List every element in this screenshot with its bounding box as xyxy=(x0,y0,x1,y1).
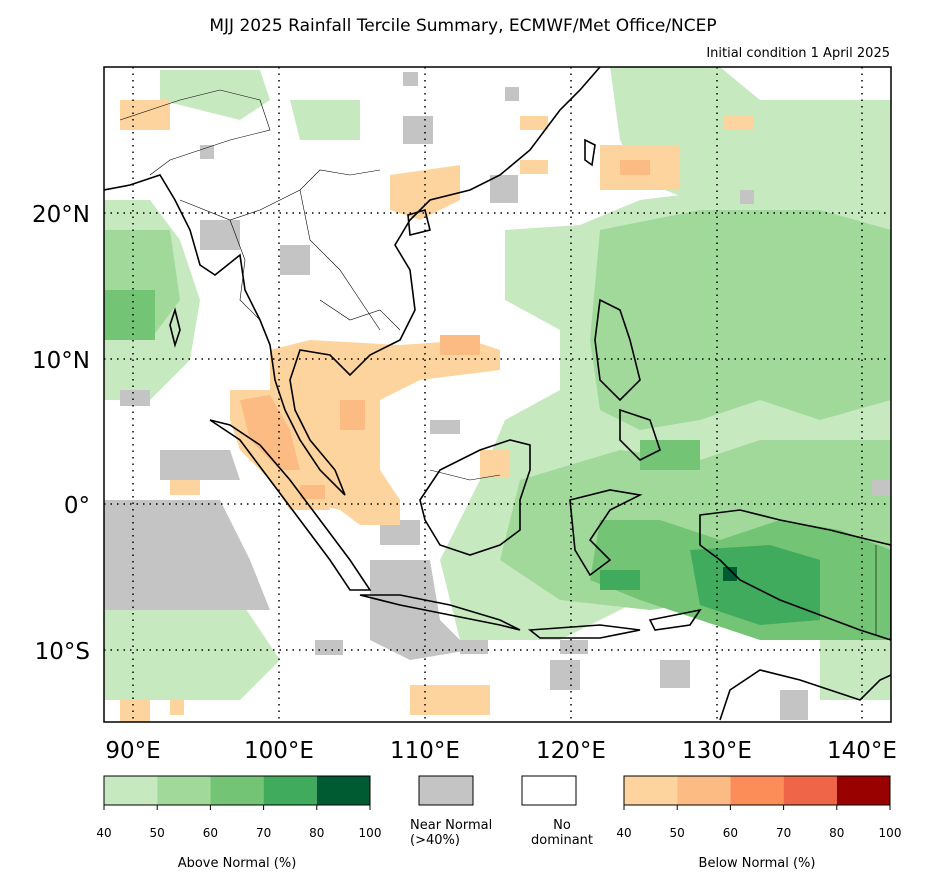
map-frame xyxy=(103,66,892,723)
lon-tick-label: 120°E xyxy=(536,738,606,764)
colorbar-tick-label: 50 xyxy=(149,826,165,840)
lon-tick-label: 140°E xyxy=(827,738,897,764)
colorbar-tick-label: 50 xyxy=(669,826,685,840)
colorbar-segment xyxy=(783,776,837,805)
lat-tick-label: 20°N xyxy=(32,202,90,228)
no-dominant-swatch xyxy=(521,775,577,806)
colorbar-segment xyxy=(263,776,317,805)
colorbar-segment xyxy=(104,776,158,805)
below-normal-colorbar xyxy=(623,775,891,810)
lon-tick-label: 130°E xyxy=(682,738,752,764)
below-normal-50-region xyxy=(240,160,650,499)
colorbar-tick-label: 100 xyxy=(358,826,382,840)
colorbar-tick-label: 100 xyxy=(878,826,902,840)
lat-tick-label: 10°S xyxy=(35,639,90,665)
colorbar-segment xyxy=(730,776,784,805)
near-normal-swatch xyxy=(418,775,474,806)
colorbar-segment xyxy=(210,776,264,805)
colorbar-segment xyxy=(836,776,890,805)
near-normal-label: Near Normal (>40%) xyxy=(410,818,530,848)
lon-tick-label: 110°E xyxy=(390,738,460,764)
colorbar-tick-label: 80 xyxy=(829,826,845,840)
above-normal-80-cell xyxy=(723,567,737,581)
coastlines xyxy=(104,67,891,721)
gridlines xyxy=(104,67,891,722)
colorbar-segment xyxy=(624,776,678,805)
colorbar-frame xyxy=(623,775,891,806)
lon-tick-label: 100°E xyxy=(244,738,314,764)
colorbar-tick-label: 70 xyxy=(255,826,272,840)
near-normal-label-line2: (>40%) xyxy=(410,833,460,848)
country-borders xyxy=(119,89,877,635)
no-dominant-label: No dominant xyxy=(512,818,612,848)
near-normal-label-line1: Near Normal xyxy=(410,818,493,833)
colorbar-tick-label: 40 xyxy=(96,826,112,840)
above-normal-colorbar xyxy=(103,775,371,810)
colorbar-tick-label: 60 xyxy=(722,826,739,840)
lon-tick-label: 90°E xyxy=(105,738,160,764)
colorbar-tick-label: 40 xyxy=(616,826,632,840)
map-subtitle: Initial condition 1 April 2025 xyxy=(706,46,890,61)
map-title: MJJ 2025 Rainfall Tercile Summary, ECMWF… xyxy=(209,16,717,36)
colorbar-tick-label: 80 xyxy=(309,826,325,840)
colorbar-segment xyxy=(677,776,731,805)
above-normal-50-region xyxy=(104,210,891,610)
no-dominant-label-line1: No xyxy=(553,818,571,833)
below-normal-title: Below Normal (%) xyxy=(698,856,816,871)
near-normal-region xyxy=(104,72,891,720)
lat-tick-label: 10°N xyxy=(32,348,90,374)
colorbar-segment xyxy=(316,776,370,805)
lat-tick-label: 0° xyxy=(64,493,90,519)
colorbar-tick-label: 60 xyxy=(202,826,219,840)
colorbar-segment xyxy=(157,776,211,805)
colorbar-frame xyxy=(103,775,371,806)
above-normal-title: Above Normal (%) xyxy=(177,856,297,871)
above-normal-70-region xyxy=(600,545,820,625)
colorbar-tick-label: 70 xyxy=(775,826,792,840)
no-dominant-label-line2: dominant xyxy=(530,833,594,848)
